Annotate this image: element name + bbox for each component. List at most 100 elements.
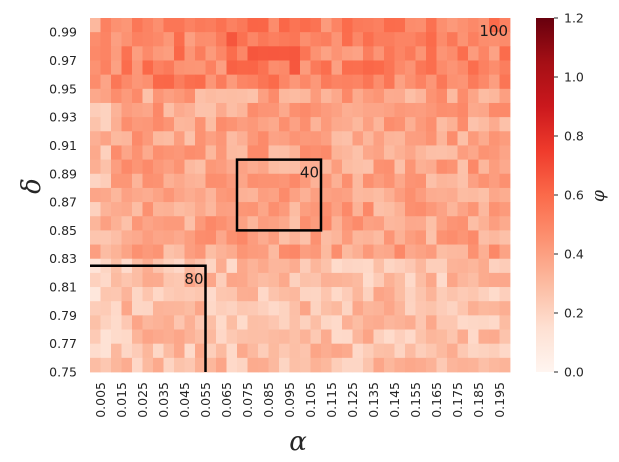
heatmap-cell xyxy=(174,272,185,288)
heatmap-cell xyxy=(132,301,143,316)
x-tick-label: 0.025 xyxy=(135,382,150,418)
colorbar-tick-label: 0.8 xyxy=(564,129,584,144)
heatmap-cell xyxy=(342,60,353,76)
heatmap-cell xyxy=(289,102,301,118)
heatmap-cell xyxy=(121,287,133,302)
heatmap-cell xyxy=(342,145,353,160)
heatmap-cell xyxy=(300,18,311,33)
heatmap-cell xyxy=(436,102,448,118)
heatmap-cell xyxy=(321,272,332,288)
heatmap-cell xyxy=(268,287,280,302)
heatmap-cell xyxy=(447,131,458,146)
heatmap-cell xyxy=(184,187,196,203)
x-tick-labels: 0.005 0.015 0.025 0.035 0.045 0.055 0.065 0.075… xyxy=(93,382,507,418)
heatmap-cell xyxy=(100,32,112,47)
heatmap-cell xyxy=(100,187,112,203)
heatmap-cell xyxy=(279,202,290,217)
heatmap-cell xyxy=(90,315,101,330)
heatmap-cell xyxy=(184,357,196,373)
heatmap-cell xyxy=(478,74,490,90)
heatmap-cell xyxy=(237,187,248,203)
y-tick-label: 0.91 xyxy=(49,138,77,153)
heatmap-cell xyxy=(457,315,469,330)
heatmap-cell xyxy=(342,315,353,330)
heatmap-cell xyxy=(405,145,416,160)
heatmap-cell xyxy=(405,74,416,90)
heatmap-cell xyxy=(415,315,427,330)
heatmap-cell xyxy=(226,32,238,47)
heatmap-cell xyxy=(100,202,112,217)
heatmap-cell xyxy=(184,102,196,118)
heatmap-cell xyxy=(499,216,511,231)
heatmap-cell xyxy=(90,216,101,231)
heatmap-cell xyxy=(174,202,185,217)
heatmap-cell xyxy=(142,230,154,245)
heatmap-cell xyxy=(163,32,175,47)
heatmap-cell xyxy=(247,117,259,132)
heatmap-cell xyxy=(100,74,112,90)
heatmap-cell xyxy=(373,18,385,33)
heatmap-cell xyxy=(352,32,364,47)
heatmap-cell xyxy=(394,131,406,146)
heatmap-cell xyxy=(100,159,112,175)
heatmap-cell xyxy=(489,32,500,47)
heatmap-cell xyxy=(426,230,437,245)
heatmap-cell xyxy=(394,315,406,330)
colorbar-tick-labels: 0.0 0.2 0.4 0.6 0.8 1.0 1.2 xyxy=(554,11,584,380)
heatmap-cell xyxy=(216,343,227,359)
heatmap-cell xyxy=(310,32,322,47)
heatmap-cell xyxy=(415,159,427,175)
heatmap-cell xyxy=(373,173,385,189)
heatmap-cell xyxy=(342,301,353,316)
heatmap-cell xyxy=(268,145,280,160)
heatmap-cell xyxy=(268,202,280,217)
heatmap-cell xyxy=(489,18,500,33)
heatmap-cell xyxy=(174,32,185,47)
heatmap-cell xyxy=(352,343,364,359)
heatmap-cell xyxy=(321,46,332,61)
heatmap-cell xyxy=(216,102,227,118)
heatmap-cell xyxy=(226,117,238,132)
heatmap-cell xyxy=(373,46,385,61)
heatmap-cell xyxy=(174,60,185,76)
heatmap-cell xyxy=(331,46,343,61)
heatmap-cell xyxy=(384,88,395,104)
heatmap-cell xyxy=(363,244,374,260)
heatmap-cell xyxy=(258,159,269,175)
heatmap-cell xyxy=(384,357,395,373)
heatmap-cell xyxy=(352,145,364,160)
heatmap-cell xyxy=(342,357,353,373)
heatmap-cell xyxy=(247,187,259,203)
x-tick-label: 0.165 xyxy=(429,382,444,418)
heatmap-cell xyxy=(279,343,290,359)
heatmap-cell xyxy=(247,159,259,175)
heatmap-cell xyxy=(426,329,437,345)
heatmap-cell xyxy=(405,343,416,359)
heatmap-cell xyxy=(457,357,469,373)
heatmap-cell xyxy=(142,216,154,231)
heatmap-cell xyxy=(436,258,448,274)
heatmap-cell xyxy=(90,329,101,345)
heatmap-cell xyxy=(352,258,364,274)
heatmap-cell xyxy=(436,272,448,288)
heatmap-cell xyxy=(195,287,206,302)
heatmap-cell xyxy=(237,32,248,47)
heatmap-cell xyxy=(174,88,185,104)
heatmap-cell xyxy=(373,102,385,118)
heatmap-cell xyxy=(121,88,133,104)
heatmap-cell xyxy=(426,187,437,203)
x-tick-label: 0.145 xyxy=(387,382,402,418)
heatmap-cell xyxy=(258,102,269,118)
heatmap-cell xyxy=(331,343,343,359)
heatmap-cell xyxy=(489,117,500,132)
heatmap-cell xyxy=(436,357,448,373)
heatmap-cell xyxy=(268,60,280,76)
heatmap-cell xyxy=(426,343,437,359)
heatmap-cell xyxy=(90,102,101,118)
heatmap-cell xyxy=(373,287,385,302)
heatmap-cell xyxy=(321,117,332,132)
heatmap-cell xyxy=(226,187,238,203)
heatmap-cell xyxy=(195,272,206,288)
heatmap-cell xyxy=(111,202,122,217)
heatmap-cell xyxy=(405,46,416,61)
